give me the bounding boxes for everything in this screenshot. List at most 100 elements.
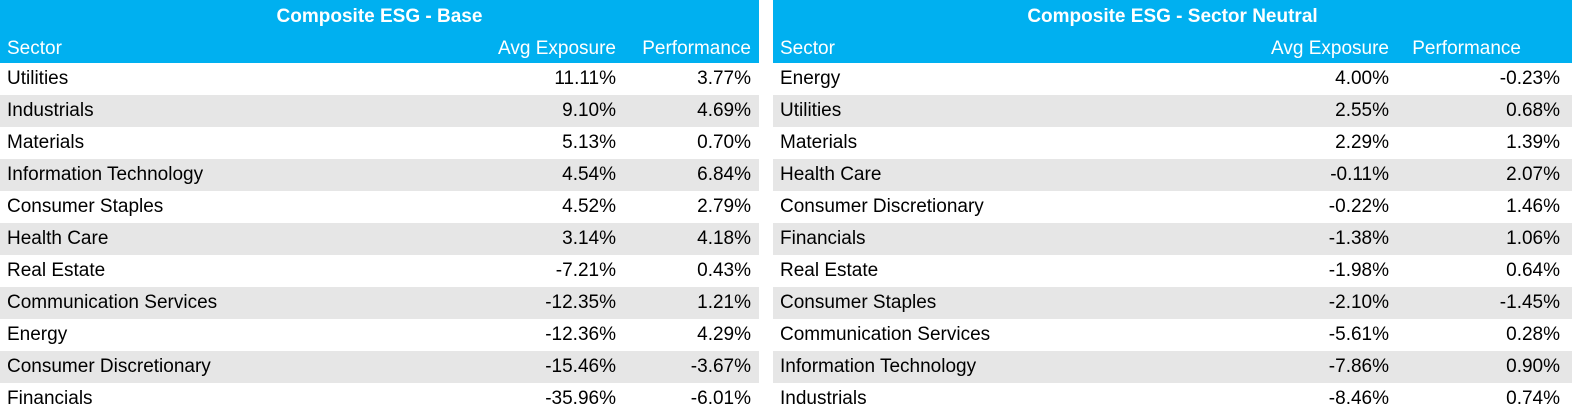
performance-cell: 0.70% [697,132,751,153]
avg-exposure-cell: 2.55% [1335,100,1389,121]
table-row: Real Estate -7.21% 0.43% [0,255,759,287]
performance-cell: 1.06% [1506,228,1560,249]
table-row: Financials -35.96% -6.01% [0,383,759,415]
table-row: Materials 2.29% 1.39% [773,127,1572,159]
performance-cell: 0.64% [1506,260,1560,281]
table-body: Utilities 11.11% 3.77% Industrials 9.10% 4.69… [0,63,759,415]
avg-exposure-cell: -7.21% [555,260,616,281]
avg-exposure-cell: 11.11% [554,68,616,89]
avg-exposure-cell: -1.38% [1328,228,1389,249]
table-row: Health Care -0.11% 2.07% [773,159,1572,191]
performance-cell: 0.43% [697,260,751,281]
esg-base-table: Composite ESG - Base Sector Avg Exposure… [0,0,759,415]
performance-cell: 4.69% [697,100,751,121]
sector-cell: Financials [7,388,93,409]
avg-exposure-cell: 9.10% [562,100,616,121]
performance-cell: 0.90% [1506,356,1560,377]
sector-cell: Consumer Staples [7,196,164,217]
avg-exposure-cell: -0.22% [1328,196,1389,217]
table-row: Energy -12.36% 4.29% [0,319,759,351]
performance-cell: -1.45% [1499,292,1560,313]
column-header-performance: Performance [1412,38,1521,59]
avg-exposure-cell: -0.11% [1330,164,1389,185]
performance-cell: 1.46% [1506,196,1560,217]
avg-exposure-cell: -7.86% [1328,356,1389,377]
sector-cell: Utilities [7,68,69,89]
table-body: Energy 4.00% -0.23% Utilities 2.55% 0.68% Mate… [773,63,1572,415]
sector-cell: Consumer Staples [780,292,937,313]
sector-cell: Communication Services [780,324,991,345]
sector-cell: Materials [7,132,85,153]
table-row: Health Care 3.14% 4.18% [0,223,759,255]
performance-cell: 6.84% [697,164,751,185]
esg-sector-neutral-table: Composite ESG - Sector Neutral Sector Av… [773,0,1572,415]
performance-cell: 4.29% [697,324,751,345]
sector-cell: Utilities [780,100,842,121]
column-header-avg-exposure: Avg Exposure [498,38,616,59]
performance-cell: 3.77% [697,68,751,89]
sector-cell: Real Estate [7,260,106,281]
performance-cell: 1.39% [1506,132,1560,153]
table-row: Financials -1.38% 1.06% [773,223,1572,255]
table-row: Information Technology -7.86% 0.90% [773,351,1572,383]
sector-cell: Health Care [7,228,109,249]
table-row: Consumer Discretionary -0.22% 1.46% [773,191,1572,223]
avg-exposure-cell: -5.61% [1328,324,1389,345]
table-title: Composite ESG - Sector Neutral [773,0,1572,34]
avg-exposure-cell: -15.46% [545,356,616,377]
performance-cell: -0.23% [1499,68,1560,89]
sector-cell: Consumer Discretionary [7,356,211,377]
sector-cell: Industrials [780,388,867,409]
performance-cell: 4.18% [697,228,751,249]
table-row: Real Estate -1.98% 0.64% [773,255,1572,287]
avg-exposure-cell: 3.14% [562,228,616,249]
table-row: Utilities 11.11% 3.77% [0,63,759,95]
sector-cell: Communication Services [7,292,218,313]
sector-cell: Consumer Discretionary [780,196,984,217]
column-header-row: Sector Avg Exposure Performance [773,34,1572,63]
column-header-performance: Performance [642,38,751,59]
sector-cell: Energy [7,324,68,345]
avg-exposure-cell: 4.54% [562,164,616,185]
performance-cell: -3.67% [690,356,751,377]
sector-cell: Real Estate [780,260,879,281]
table-row: Consumer Staples -2.10% -1.45% [773,287,1572,319]
table-row: Consumer Discretionary -15.46% -3.67% [0,351,759,383]
avg-exposure-cell: 4.00% [1335,68,1389,89]
table-row: Industrials 9.10% 4.69% [0,95,759,127]
avg-exposure-cell: 4.52% [562,196,616,217]
avg-exposure-cell: -35.96% [545,388,616,409]
avg-exposure-cell: -12.36% [545,324,616,345]
sector-cell: Industrials [7,100,94,121]
sector-cell: Information Technology [7,164,204,185]
avg-exposure-cell: -1.98% [1328,260,1389,281]
column-header-sector: Sector [780,38,835,59]
column-header-avg-exposure: Avg Exposure [1271,38,1389,59]
table-row: Industrials -8.46% 0.74% [773,383,1572,415]
performance-cell: -6.01% [690,388,751,409]
sector-cell: Energy [780,68,841,89]
table-row: Consumer Staples 4.52% 2.79% [0,191,759,223]
sector-cell: Materials [780,132,858,153]
table-row: Communication Services -12.35% 1.21% [0,287,759,319]
table-row: Information Technology 4.54% 6.84% [0,159,759,191]
avg-exposure-cell: -8.46% [1328,388,1389,409]
performance-cell: 0.68% [1506,100,1560,121]
sector-cell: Health Care [780,164,882,185]
performance-cell: 2.07% [1506,164,1560,185]
performance-cell: 1.21% [697,292,751,313]
column-header-sector: Sector [7,38,62,59]
sector-cell: Information Technology [780,356,977,377]
avg-exposure-cell: -2.10% [1328,292,1389,313]
avg-exposure-cell: 2.29% [1335,132,1389,153]
table-row: Communication Services -5.61% 0.28% [773,319,1572,351]
performance-cell: 2.79% [697,196,751,217]
avg-exposure-cell: -12.35% [545,292,616,313]
sector-cell: Financials [780,228,866,249]
performance-cell: 0.28% [1506,324,1560,345]
performance-cell: 0.74% [1506,388,1560,409]
table-row: Energy 4.00% -0.23% [773,63,1572,95]
avg-exposure-cell: 5.13% [562,132,616,153]
table-row: Materials 5.13% 0.70% [0,127,759,159]
table-row: Utilities 2.55% 0.68% [773,95,1572,127]
